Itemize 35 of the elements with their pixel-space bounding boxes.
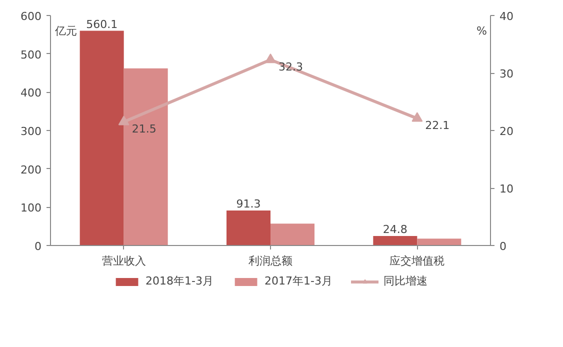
x-tick-label: 利润总额 — [248, 254, 292, 268]
bar — [226, 210, 270, 246]
y2-tick-label: 20 — [500, 125, 514, 138]
legend-label: 同比增速 — [383, 274, 428, 288]
bar — [270, 224, 314, 246]
point — [265, 54, 276, 64]
y2-tick-label: 10 — [500, 182, 514, 196]
legend-label: 2018年1-3月 — [146, 274, 214, 288]
y-tick-label: 600 — [20, 10, 42, 23]
y-tick-label: 400 — [20, 86, 42, 100]
y-axis-title: 亿元 — [54, 24, 77, 38]
data-label: 32.3 — [278, 60, 303, 74]
y-tick-label: 100 — [20, 202, 42, 215]
x-tick-label: 应交增值税 — [390, 254, 445, 268]
y-tick-label: 500 — [20, 48, 42, 62]
y2-tick-label: 30 — [500, 68, 514, 80]
legend-label: 2017年1-3月 — [264, 274, 332, 288]
x-tick-label: 营业收入 — [102, 254, 146, 268]
data-label: 24.8 — [382, 222, 408, 236]
bar — [80, 30, 124, 246]
data-label: 560.1 — [86, 18, 118, 31]
bar — [417, 238, 462, 246]
point — [118, 116, 130, 126]
y-tick-label: 0 — [34, 240, 42, 253]
y2-axis-title: % — [476, 24, 487, 38]
data-label: 91.3 — [236, 198, 261, 210]
data-label: 21.5 — [132, 122, 156, 136]
bar — [373, 236, 418, 246]
bar — [124, 68, 168, 246]
y-tick-label: 300 — [20, 125, 42, 138]
y-tick-label: 200 — [20, 163, 42, 176]
data-label: 22.1 — [425, 118, 450, 132]
y2-tick-label: 0 — [500, 240, 506, 253]
y2-tick-label: 40 — [500, 10, 514, 23]
point — [412, 112, 423, 122]
